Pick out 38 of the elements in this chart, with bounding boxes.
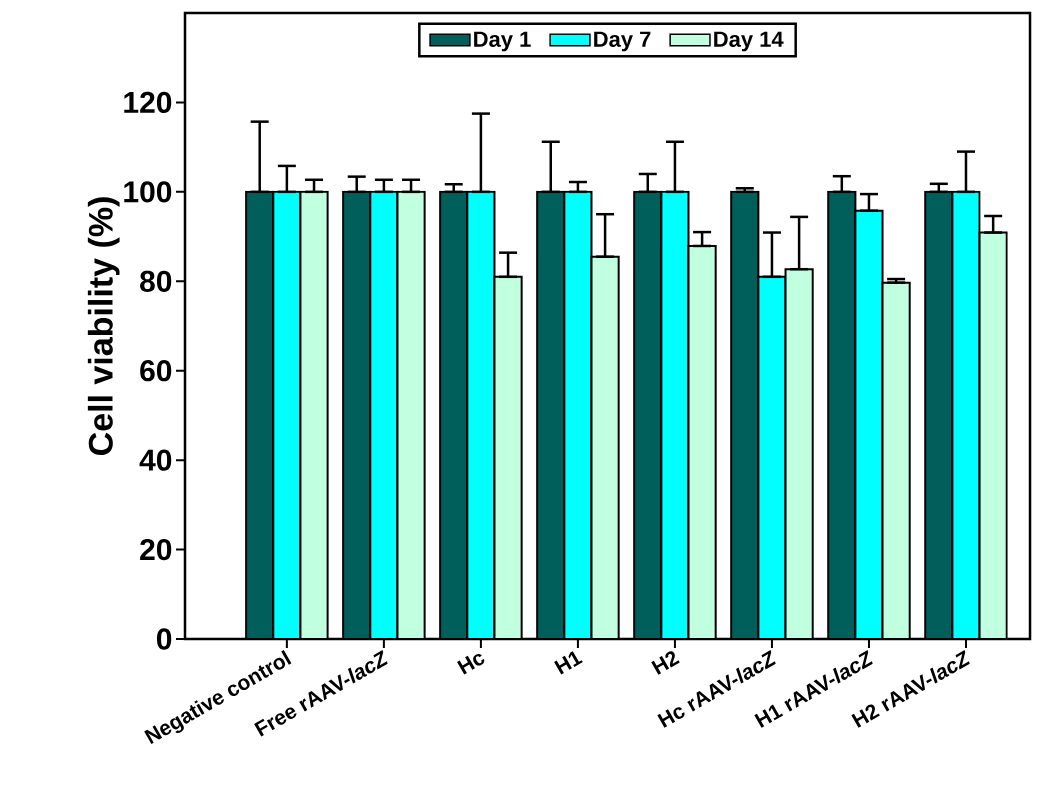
bar	[828, 191, 856, 639]
y-tick-label: 20	[140, 538, 172, 561]
y-tick-label: 80	[140, 270, 172, 292]
x-tick-label: H2	[651, 651, 680, 675]
x-tick-label: Hc	[457, 653, 485, 675]
bar	[758, 276, 786, 639]
bar	[951, 190, 981, 639]
bar	[731, 191, 759, 639]
y-tick-label: 0	[156, 628, 172, 650]
y-axis-title: Cell viability (%)	[87, 197, 120, 455]
bar	[467, 191, 495, 639]
bar	[494, 276, 522, 639]
bar	[924, 190, 954, 639]
bar	[397, 191, 425, 639]
bar	[300, 191, 328, 639]
bar	[882, 282, 910, 639]
y-tick-label: 40	[139, 449, 172, 471]
bar	[688, 245, 716, 639]
y-tick-label: 100	[124, 181, 172, 203]
legend-label: Day 1	[474, 31, 531, 52]
bar	[440, 191, 468, 639]
bar	[343, 191, 371, 639]
bar	[564, 191, 592, 639]
bar	[246, 191, 274, 639]
bar	[978, 231, 1008, 639]
legend-label: Day 7	[594, 31, 651, 52]
bar	[370, 191, 398, 639]
bar	[661, 191, 689, 639]
bar	[634, 191, 662, 639]
y-tick-label: 60	[140, 360, 172, 382]
bar	[591, 256, 619, 639]
legend-label: Day 14	[714, 31, 784, 52]
bar	[273, 191, 301, 639]
bar	[785, 269, 813, 639]
bar	[537, 191, 565, 639]
x-tick-label: H1	[554, 651, 583, 675]
bar	[855, 210, 883, 639]
y-tick-label: 120	[124, 91, 172, 114]
